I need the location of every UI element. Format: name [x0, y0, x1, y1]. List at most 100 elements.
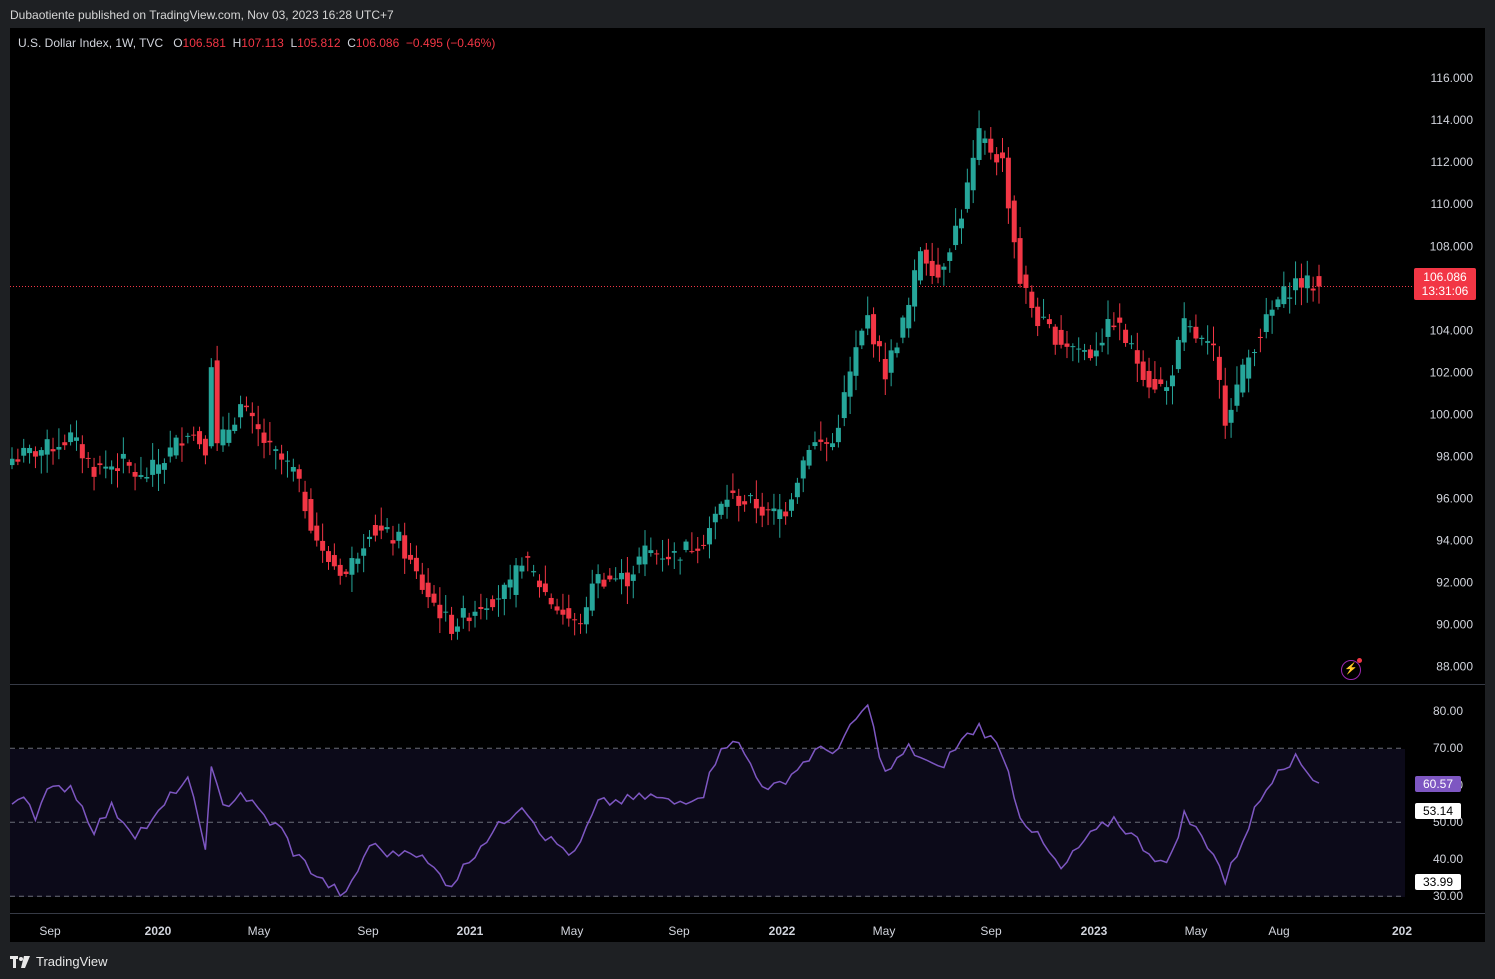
candle-body [923, 249, 929, 264]
candle-body [835, 427, 841, 443]
candle-body [290, 466, 296, 472]
candle-body [1128, 343, 1134, 345]
rsi-ma-tag: 53.14 [1415, 803, 1461, 819]
candle-body [818, 439, 824, 442]
candle-body [1164, 387, 1170, 391]
price-axis-label: 94.000 [1436, 534, 1473, 548]
candle-body [595, 574, 601, 584]
candle-body [689, 551, 695, 553]
rsi-ref-tag: 33.99 [1415, 874, 1461, 890]
candle-body [197, 431, 203, 445]
candle-body [179, 443, 185, 446]
candle-body [970, 157, 976, 191]
candle-body [284, 460, 290, 462]
candle-body [1117, 317, 1123, 323]
candle-body [519, 565, 525, 572]
candle-body [1175, 340, 1181, 370]
candle-body [525, 556, 531, 558]
candle-body [226, 429, 232, 443]
candle-body [1240, 364, 1246, 393]
flash-icon[interactable]: ⚡ [1341, 660, 1361, 680]
candle-body [472, 611, 478, 616]
candle-body [408, 554, 414, 560]
chart-svg[interactable]: 88.000 90.000 92.000 94.000 96.000 98.000 100.… [10, 28, 1485, 942]
time-axis-label: May [1185, 924, 1208, 938]
candle-body [671, 551, 677, 553]
symbol-legend[interactable]: U.S. Dollar Index, 1W, TVC O106.581 H107… [18, 36, 495, 50]
candle-body [677, 559, 683, 561]
candle-body [15, 459, 21, 462]
price-axis-label: 88.000 [1436, 660, 1473, 674]
candle-body [232, 424, 238, 432]
price-axis-label: 90.000 [1436, 618, 1473, 632]
candle-body [1087, 349, 1093, 359]
candle-body [1304, 275, 1310, 289]
candle-body [302, 491, 308, 512]
candle-body [531, 571, 537, 573]
candle-body [1187, 326, 1193, 328]
time-axis-label: Sep [980, 924, 1002, 938]
candle-body [800, 460, 806, 479]
chart-frame[interactable]: 88.000 90.000 92.000 94.000 96.000 98.000 100.… [10, 28, 1485, 942]
price-axis-label: 116.000 [1431, 71, 1474, 85]
price-axis-label: 102.000 [1430, 365, 1474, 379]
price-axis-label: 108.000 [1430, 239, 1474, 253]
candle-body [765, 509, 771, 511]
candle-body [1281, 286, 1287, 305]
candle-body [349, 558, 355, 575]
candle-body [1158, 379, 1164, 384]
rsi-axis-label: 70.00 [1433, 741, 1463, 755]
candle-body [495, 598, 501, 600]
candle-body [249, 412, 255, 417]
footer-brand-label: TradingView [36, 954, 108, 969]
candle-body [759, 506, 765, 516]
footer-brand[interactable]: TradingView [10, 954, 108, 969]
candle-body [1181, 318, 1187, 343]
notification-dot [1357, 658, 1362, 663]
candle-body [384, 527, 390, 530]
candle-body [390, 540, 396, 544]
candle-body [853, 347, 859, 376]
candle-body [1029, 291, 1035, 309]
candle-body [44, 439, 50, 455]
candle-body [730, 490, 736, 493]
legend-low: 105.812 [297, 36, 341, 50]
candle-body [419, 574, 425, 590]
candle-body [507, 579, 513, 588]
candle-body [683, 541, 689, 550]
candle-body [894, 347, 900, 354]
candle-body [1105, 319, 1111, 337]
candle-body [437, 604, 443, 619]
candle-body [1023, 274, 1029, 288]
candle-body [1070, 346, 1076, 348]
candle-body [1005, 157, 1011, 209]
candle-body [1222, 385, 1228, 426]
candle-body [238, 404, 244, 418]
candle-body [630, 574, 636, 581]
candle-body [73, 437, 79, 441]
candle-body [21, 447, 27, 456]
candle-body [888, 350, 894, 373]
candle-body [988, 138, 994, 153]
candle-body [449, 614, 455, 634]
candle-body [706, 528, 712, 545]
candle-body [68, 432, 74, 443]
candle-body [267, 440, 273, 443]
candle-body [214, 360, 220, 444]
candle-body [156, 464, 162, 474]
candle-body [548, 597, 554, 605]
candle-body [976, 128, 982, 160]
candle-body [413, 557, 419, 572]
candle-body [1134, 350, 1140, 364]
candle-body [138, 475, 144, 477]
rsi-line [11, 703, 1320, 898]
time-axis-label: May [873, 924, 896, 938]
legend-close: 106.086 [355, 36, 400, 50]
candle-body [255, 424, 261, 430]
candle-body [109, 466, 115, 470]
candle-body [1093, 350, 1099, 357]
candle-body [425, 582, 431, 598]
candle-body [906, 304, 912, 329]
time-axis-label: 2023 [1081, 924, 1108, 938]
candle-body [1234, 384, 1240, 406]
